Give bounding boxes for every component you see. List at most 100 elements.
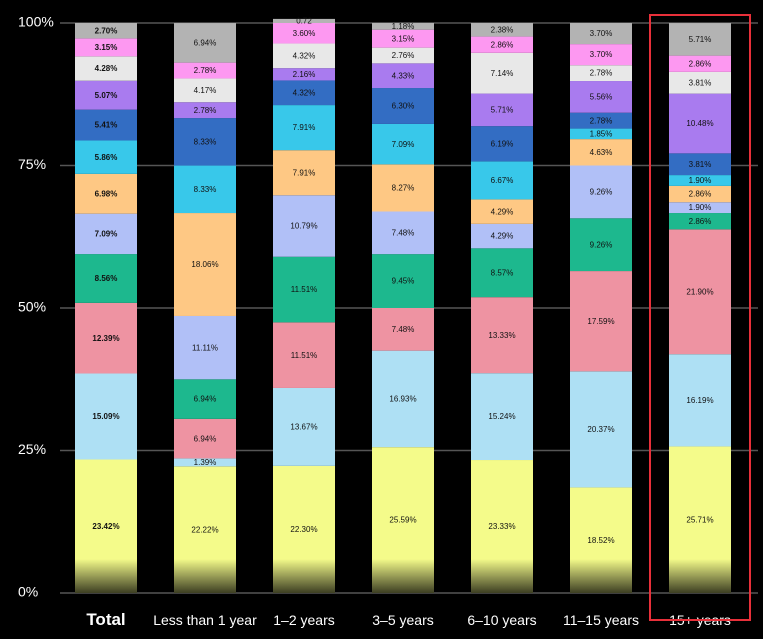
bar-fade bbox=[471, 559, 533, 593]
bar-segment bbox=[273, 68, 335, 81]
data-label: 23.33% bbox=[488, 522, 515, 531]
data-label: 2.78% bbox=[194, 106, 217, 115]
bar-segment bbox=[570, 44, 632, 66]
bar-stack: 25.71% 16.19% 21.90% 2.86% 1.90% 2.86% 1.90% 3.… bbox=[669, 23, 731, 593]
data-label: 10.79% bbox=[290, 222, 317, 231]
data-label: 2.78% bbox=[590, 69, 613, 78]
bar-segment bbox=[570, 371, 632, 488]
bar-segment bbox=[669, 153, 731, 176]
bar-segment bbox=[669, 202, 731, 214]
data-label: 1.90% bbox=[689, 176, 712, 185]
data-label: 2.16% bbox=[293, 70, 316, 79]
data-label: 17.59% bbox=[587, 317, 614, 326]
data-label: 20.37% bbox=[587, 425, 614, 434]
data-label: 6.94% bbox=[194, 434, 217, 443]
bar-segment bbox=[372, 29, 434, 48]
data-label: 4.63% bbox=[590, 148, 613, 157]
data-label: 25.71% bbox=[686, 515, 713, 524]
bar-segment bbox=[570, 65, 632, 82]
bar-segment bbox=[669, 175, 731, 186]
x-tick-label: 3–5 years bbox=[372, 612, 433, 628]
bar-segment bbox=[174, 78, 236, 103]
bar-stack: 22.30% 13.67% 11.51% 11.51% 10.79% 7.91% 7.91%… bbox=[273, 17, 335, 593]
data-label: 1.85% bbox=[590, 129, 613, 138]
bar-segment bbox=[174, 118, 236, 166]
data-label: 4.28% bbox=[95, 64, 118, 73]
data-label: 6.94% bbox=[194, 38, 217, 47]
data-label: 3.60% bbox=[293, 29, 316, 38]
bar-segment bbox=[471, 93, 533, 127]
bar-segment bbox=[669, 213, 731, 230]
data-label: 12.39% bbox=[92, 334, 119, 343]
data-label: 8.57% bbox=[491, 268, 514, 277]
bar-segment bbox=[75, 109, 137, 141]
data-label: 5.56% bbox=[590, 92, 613, 101]
data-label: 7.09% bbox=[95, 229, 118, 238]
data-label: 11.11% bbox=[192, 343, 218, 352]
data-label: 9.26% bbox=[590, 240, 613, 249]
bar-segment bbox=[75, 140, 137, 174]
data-label: 1.39% bbox=[194, 458, 217, 467]
data-label: 5.71% bbox=[689, 35, 712, 44]
data-label: 3.15% bbox=[392, 34, 415, 43]
bar-segment bbox=[570, 81, 632, 113]
data-label: 21.90% bbox=[686, 287, 713, 296]
data-label: 2.86% bbox=[491, 40, 514, 49]
x-tick-label: 1–2 years bbox=[273, 612, 334, 628]
data-label: 4.32% bbox=[293, 51, 316, 60]
bar-segment bbox=[75, 23, 137, 39]
data-label: 1.18% bbox=[392, 22, 415, 31]
data-label: 2.86% bbox=[689, 190, 712, 199]
bar-fade bbox=[372, 559, 434, 593]
bar-segment bbox=[273, 322, 335, 388]
data-label: 10.48% bbox=[686, 119, 713, 128]
data-label: 4.33% bbox=[392, 71, 415, 80]
bar-segment bbox=[372, 308, 434, 351]
bar-segment bbox=[273, 23, 335, 44]
bars: 23.42% 15.09% 12.39% 8.56% 7.09% 6.98% 5.86% 5.… bbox=[75, 17, 731, 593]
bar-segment bbox=[372, 350, 434, 448]
bar-segment bbox=[273, 195, 335, 257]
bar-segment bbox=[273, 150, 335, 196]
bar-segment bbox=[75, 302, 137, 374]
data-label: 13.67% bbox=[290, 423, 317, 432]
bar-segment bbox=[372, 22, 434, 30]
data-label: 4.29% bbox=[491, 207, 514, 216]
bar-segment bbox=[570, 218, 632, 272]
data-label: 8.33% bbox=[194, 185, 217, 194]
data-label: 1.90% bbox=[689, 203, 712, 212]
bar-segment bbox=[75, 213, 137, 255]
x-tick-label: 11–15 years bbox=[563, 612, 639, 628]
bar-stack: 23.42% 15.09% 12.39% 8.56% 7.09% 6.98% 5.86% 5.… bbox=[75, 23, 137, 593]
bar-segment bbox=[471, 126, 533, 162]
x-tick-label: 6–10 years bbox=[467, 612, 536, 628]
x-tick-label: Total bbox=[86, 610, 125, 629]
bar-segment bbox=[372, 63, 434, 89]
bar-segment bbox=[273, 43, 335, 69]
data-label: 15.09% bbox=[92, 412, 119, 421]
data-label: 5.71% bbox=[491, 105, 514, 114]
bar-segment bbox=[669, 229, 731, 355]
y-axis: 0% 25% 50% 75% 100% bbox=[18, 14, 54, 600]
bar-segment bbox=[570, 139, 632, 166]
data-label: 7.91% bbox=[293, 123, 316, 132]
data-label: 2.38% bbox=[491, 25, 514, 34]
data-label: 2.78% bbox=[194, 66, 217, 75]
bar-segment bbox=[669, 185, 731, 203]
bar-segment bbox=[669, 23, 731, 56]
data-label: 9.45% bbox=[392, 277, 415, 286]
y-tick-label: 25% bbox=[18, 441, 46, 457]
x-axis: Total Less than 1 year 1–2 years 3–5 years 6… bbox=[86, 610, 731, 629]
data-label: 8.56% bbox=[95, 274, 118, 283]
data-label: 22.22% bbox=[191, 525, 218, 534]
bar-segment bbox=[372, 47, 434, 64]
bar-fade bbox=[570, 559, 632, 593]
bar-segment bbox=[75, 56, 137, 81]
bar-segment bbox=[174, 62, 236, 79]
bar-segment bbox=[471, 23, 533, 37]
bar-fade bbox=[273, 559, 335, 593]
data-label: 3.70% bbox=[590, 29, 613, 38]
data-label: 4.32% bbox=[293, 88, 316, 97]
bar-segment bbox=[570, 112, 632, 129]
